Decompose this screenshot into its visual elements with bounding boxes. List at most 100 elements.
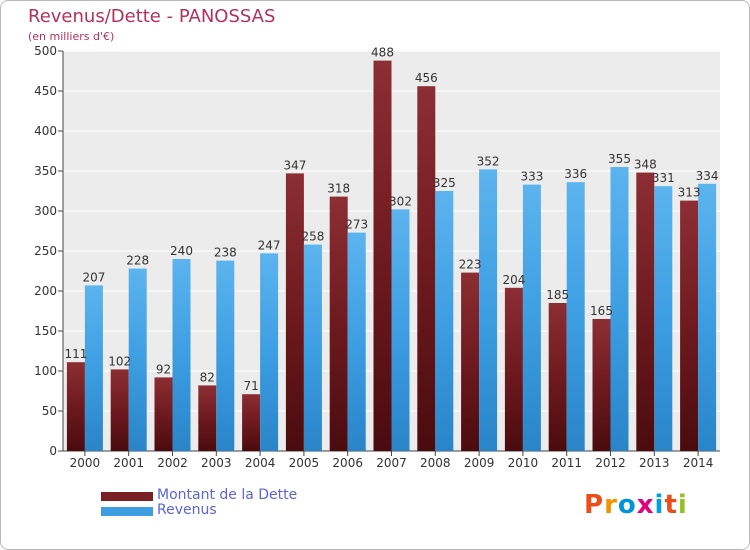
y-tick-label: 300 [34, 204, 57, 218]
data-label-debt: 347 [283, 158, 306, 172]
bar-debt [154, 377, 173, 451]
bar-debt [548, 303, 567, 451]
x-tick-label: 2005 [289, 456, 320, 470]
bar-revenue [172, 259, 191, 451]
bar-revenue [128, 268, 147, 451]
data-label-revenue: 247 [258, 238, 281, 252]
y-tick-label: 500 [34, 44, 57, 58]
data-label-revenue: 355 [608, 152, 631, 166]
data-label-revenue: 336 [564, 167, 587, 181]
data-label-debt: 165 [590, 304, 613, 318]
y-tick-label: 200 [34, 284, 57, 298]
y-tick-label: 150 [34, 324, 57, 338]
data-label-debt: 348 [634, 158, 657, 172]
x-tick-label: 2011 [551, 456, 582, 470]
data-label-revenue: 240 [170, 244, 193, 258]
logo-letter: P [584, 490, 605, 520]
data-label-debt: 318 [327, 182, 350, 196]
bar-revenue [522, 184, 541, 451]
bar-debt [461, 272, 480, 451]
data-label-debt: 204 [502, 273, 525, 287]
bar-debt [417, 86, 436, 451]
legend-item-debt: Montant de la Dette [101, 487, 321, 505]
legend-swatch-debt [101, 492, 153, 501]
logo-letter: x [636, 490, 655, 520]
x-tick-label: 2012 [595, 456, 626, 470]
y-tick-label: 100 [34, 364, 57, 378]
legend-item-revenue: Revenus [101, 502, 321, 520]
bar-revenue [391, 209, 410, 451]
bar-revenue [610, 167, 629, 451]
bar-debt [373, 60, 392, 451]
logo-letter: o [617, 490, 637, 520]
bar-revenue [347, 232, 366, 451]
y-tick-label: 450 [34, 84, 57, 98]
x-tick-label: 2004 [245, 456, 276, 470]
x-tick-label: 2007 [376, 456, 407, 470]
y-tick-label: 250 [34, 244, 57, 258]
data-label-debt: 82 [200, 370, 215, 384]
legend-label-debt: Montant de la Dette [157, 487, 298, 503]
x-tick-label: 2006 [332, 456, 363, 470]
bar-debt [242, 394, 261, 451]
logo-letter: r [604, 490, 618, 520]
bar-revenue [566, 182, 585, 451]
logo-letter: i [677, 490, 688, 520]
y-tick-label: 400 [34, 124, 57, 138]
data-label-debt: 111 [64, 347, 87, 361]
bar-revenue [303, 244, 322, 451]
bar-revenue [435, 191, 454, 451]
x-tick-label: 2013 [639, 456, 670, 470]
bar-debt [329, 196, 348, 451]
data-label-revenue: 228 [126, 254, 149, 268]
bar-revenue [84, 285, 103, 451]
bar-revenue [260, 253, 279, 451]
x-tick-label: 2014 [683, 456, 714, 470]
data-label-revenue: 238 [214, 246, 237, 260]
bar-debt [198, 385, 217, 451]
x-tick-label: 2003 [201, 456, 232, 470]
legend-swatch-revenue [101, 507, 153, 516]
data-label-debt: 313 [678, 186, 701, 200]
y-tick-label: 50 [42, 404, 57, 418]
bar-revenue [654, 186, 673, 451]
data-label-revenue: 273 [345, 218, 368, 232]
x-tick-label: 2002 [157, 456, 188, 470]
logo-letter: t [664, 490, 678, 520]
bar-revenue [216, 260, 235, 451]
data-label-debt: 185 [546, 288, 569, 302]
y-tick-label: 0 [49, 444, 57, 458]
x-tick-label: 2008 [420, 456, 451, 470]
chart-subtitle: (en milliers d'€) [28, 30, 115, 43]
data-label-debt: 102 [108, 354, 131, 368]
data-label-revenue: 334 [696, 169, 719, 183]
x-tick-label: 2009 [464, 456, 495, 470]
data-label-debt: 223 [459, 258, 482, 272]
x-tick-label: 2000 [70, 456, 101, 470]
data-label-revenue: 331 [652, 171, 675, 185]
data-label-debt: 71 [243, 379, 258, 393]
data-label-debt: 456 [415, 71, 438, 85]
data-label-debt: 92 [156, 362, 171, 376]
x-tick-label: 2001 [113, 456, 144, 470]
bar-debt [66, 362, 85, 451]
bar-debt [504, 287, 523, 451]
data-label-revenue: 258 [301, 230, 324, 244]
bar-debt [636, 172, 655, 451]
data-label-debt: 488 [371, 46, 394, 60]
x-tick-label: 2010 [508, 456, 539, 470]
logo-letter: i [654, 490, 665, 520]
bar-revenue [698, 183, 717, 452]
data-label-revenue: 352 [477, 154, 500, 168]
legend-label-revenue: Revenus [157, 502, 217, 518]
bar-debt [680, 200, 699, 451]
bar-debt [285, 173, 304, 451]
chart-title: Revenus/Dette - PANOSSAS [28, 6, 276, 27]
data-label-revenue: 325 [433, 176, 456, 190]
data-label-revenue: 333 [520, 170, 543, 184]
bar-debt [110, 369, 129, 451]
data-label-revenue: 302 [389, 194, 412, 208]
proxiti-logo: Proxiti [584, 490, 688, 520]
